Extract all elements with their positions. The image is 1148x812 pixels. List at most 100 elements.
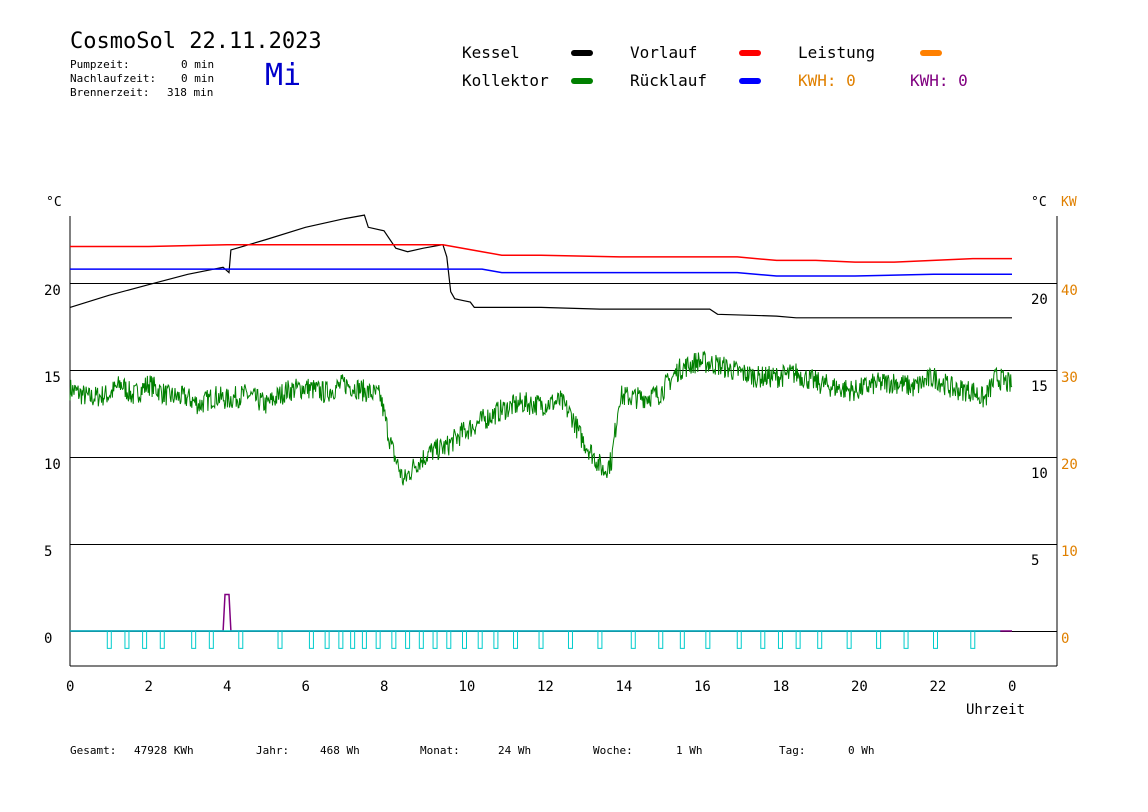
y-tick-right-power-10: 10 — [1061, 544, 1078, 560]
pump-pulse-33 — [795, 631, 801, 649]
pump-pulse-0 — [106, 631, 112, 649]
legend-vorlauf-swatch — [739, 50, 761, 56]
y-axis-right-unit-temp: °C — [1031, 195, 1047, 210]
y-tick-right-temp-15: 15 — [1031, 379, 1048, 395]
pump-pulse-2 — [142, 631, 148, 649]
pump-pulse-13 — [375, 631, 381, 649]
pump-pulse-20 — [477, 631, 483, 649]
y-tick-right-power-20: 20 — [1061, 457, 1078, 473]
footer-gesamt-label: Gesamt: — [70, 744, 117, 757]
x-tick-0: 0 — [66, 679, 74, 695]
pump-pulse-10 — [338, 631, 344, 649]
stat-label-brennerzeit: Brennerzeit: — [70, 86, 150, 99]
legend-ruecklauf-label: Rücklauf — [630, 71, 708, 90]
legend-kwh-purple: KWH: 0 — [910, 71, 968, 90]
legend-leistung-label: Leistung — [798, 43, 876, 62]
legend-leistung-swatch — [920, 50, 942, 56]
pump-pulse-15 — [405, 631, 411, 649]
y-tick-left-15: 15 — [44, 370, 61, 386]
x-tick-11: 22 — [930, 679, 947, 695]
pump-pulse-4 — [191, 631, 197, 649]
pump-pulse-9 — [324, 631, 330, 649]
x-axis-label: Uhrzeit — [966, 702, 1026, 718]
x-tick-12: 0 — [1008, 679, 1016, 695]
stat-value-brennerzeit: 318 min — [167, 86, 214, 99]
pump-pulse-14 — [391, 631, 397, 649]
chart-grid — [70, 283, 1057, 632]
pump-pulse-16 — [418, 631, 424, 649]
pump-pulse-22 — [513, 631, 519, 649]
y-tick-right-power-40: 40 — [1061, 283, 1078, 299]
y-tick-right-power-0: 0 — [1061, 631, 1069, 647]
x-tick-5: 10 — [459, 679, 476, 695]
pump-pulse-18 — [446, 631, 452, 649]
footer-gesamt-value: 47928 KWh — [134, 744, 194, 757]
y-tick-left-10: 10 — [44, 457, 61, 473]
pump-pulse-3 — [159, 631, 165, 649]
pump-pulse-6 — [238, 631, 244, 649]
x-tick-6: 12 — [537, 679, 554, 695]
pump-pulse-27 — [658, 631, 664, 649]
pump-pulse-19 — [462, 631, 467, 649]
pump-pulse-37 — [903, 631, 909, 649]
footer-jahr-value: 468 Wh — [320, 744, 360, 757]
x-tick-4: 8 — [380, 679, 388, 695]
footer-tag-label: Tag: — [779, 744, 806, 757]
pump-pulse-28 — [679, 631, 685, 649]
pump-pulse-17 — [432, 631, 438, 649]
series-kessel — [69, 214, 1012, 319]
x-tick-2: 4 — [223, 679, 231, 695]
chart-labels: 0 5 10 15 20 5 10 15 20 0 10 20 30 40 0 2 4 6 8 10 12 14 16 18 2… — [44, 283, 1078, 695]
footer-woche-value: 1 Wh — [676, 744, 703, 757]
legend-kessel-label: Kessel — [462, 43, 520, 62]
x-tick-3: 6 — [302, 679, 310, 695]
pump-pulse-35 — [846, 631, 852, 649]
x-tick-8: 16 — [694, 679, 711, 695]
stat-label-pumpzeit: Pumpzeit: — [70, 58, 130, 71]
legend-kwh-orange: KWH: 0 — [798, 71, 856, 90]
series-vorlauf — [70, 243, 1012, 263]
y-tick-left-5: 5 — [44, 544, 52, 560]
pump-pulse-11 — [350, 631, 356, 649]
x-tick-7: 14 — [616, 679, 633, 695]
y-tick-right-temp-5: 5 — [1031, 553, 1039, 569]
pump-pulse-24 — [567, 631, 573, 649]
pump-pulse-34 — [817, 631, 823, 649]
pump-pulse-1 — [124, 631, 130, 649]
series-kollektor — [69, 350, 1013, 486]
pump-pulse-25 — [597, 631, 603, 649]
footer-jahr-label: Jahr: — [256, 744, 290, 757]
pump-pulse-12 — [361, 631, 367, 649]
stat-label-nachlaufzeit: Nachlaufzeit: — [70, 72, 157, 85]
pump-pulse-8 — [308, 631, 314, 649]
pump-pulse-30 — [736, 631, 742, 649]
pump-pulse-21 — [493, 631, 499, 649]
weekday-label: Mi — [265, 58, 302, 93]
pump-pulse-36 — [876, 631, 882, 649]
y-tick-left-0: 0 — [44, 631, 52, 647]
legend-ruecklauf-swatch — [739, 78, 761, 84]
legend-kollektor-label: Kollektor — [462, 71, 549, 90]
chart-axes — [69, 216, 1058, 667]
y-tick-right-temp-10: 10 — [1031, 466, 1048, 482]
footer-woche-label: Woche: — [593, 744, 633, 757]
legend-kollektor-swatch — [571, 78, 593, 84]
x-tick-1: 2 — [145, 679, 153, 695]
pump-pulse-26 — [630, 631, 636, 649]
y-axis-left-unit: °C — [46, 195, 62, 210]
pump-pulse-23 — [538, 631, 544, 649]
pump-pulse-38 — [933, 631, 938, 649]
x-tick-9: 18 — [773, 679, 790, 695]
footer-monat-value: 24 Wh — [498, 744, 532, 757]
pump-pulse-32 — [777, 631, 783, 649]
pump-pulse-7 — [277, 631, 283, 649]
pump-pulse-29 — [705, 631, 711, 649]
legend-kessel-swatch — [571, 50, 593, 56]
page-title: CosmoSol 22.11.2023 — [70, 29, 322, 54]
stat-value-nachlaufzeit: 0 min — [181, 72, 215, 85]
pump-pulse-39 — [970, 631, 976, 649]
y-tick-left-20: 20 — [44, 283, 61, 299]
legend-vorlauf-label: Vorlauf — [630, 43, 698, 62]
pump-pulse-31 — [760, 631, 766, 649]
